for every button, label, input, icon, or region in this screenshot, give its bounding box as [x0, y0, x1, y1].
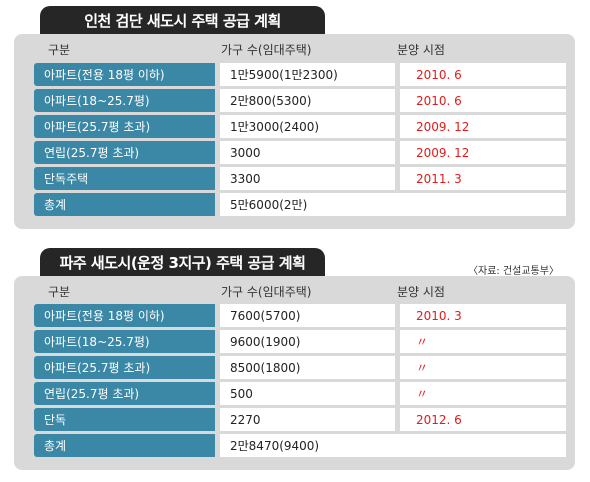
table-row: 아파트(전용 18평 이하) 1만5900(1만2300) 2010. 6: [34, 63, 566, 86]
row-label: 아파트(18~25.7평): [34, 89, 215, 112]
table2-panel: 구분 가구 수(임대주택) 분양 시점 아파트(전용 18평 이하) 7600(…: [14, 276, 575, 470]
sale-date: 〃: [400, 330, 566, 353]
sale-date: 2012. 6: [400, 408, 566, 431]
table-row: 아파트(18~25.7평) 9600(1900) 〃: [34, 330, 566, 353]
table-row: 단독주택 3300 2011. 3: [34, 167, 566, 190]
household-count: 3300: [220, 167, 395, 190]
source-note: 〈자료: 건설교통부〉: [468, 266, 559, 277]
row-label: 아파트(전용 18평 이하): [34, 63, 215, 86]
row-label: 연립(25.7평 초과): [34, 382, 215, 405]
table-row: 아파트(25.7평 초과) 1만3000(2400) 2009. 12: [34, 115, 566, 138]
row-label: 연립(25.7평 초과): [34, 141, 215, 164]
row-label: 단독: [34, 408, 215, 431]
table-row: 아파트(18~25.7평) 2만800(5300) 2010. 6: [34, 89, 566, 112]
table2-header-category: 구분: [48, 284, 71, 299]
row-label: 아파트(18~25.7평): [34, 330, 215, 353]
table1-header-households: 가구 수(임대주택): [221, 42, 312, 57]
sale-date: 2009. 12: [400, 141, 566, 164]
table-row: 연립(25.7평 초과) 500 〃: [34, 382, 566, 405]
sale-date: 2010. 6: [400, 89, 566, 112]
household-count: 2만800(5300): [220, 89, 395, 112]
sale-date: 〃: [400, 382, 566, 405]
sale-date: 2011. 3: [400, 167, 566, 190]
row-label: 아파트(25.7평 초과): [34, 356, 215, 379]
sale-date: 2010. 6: [400, 63, 566, 86]
total-count: 2만8470(9400): [220, 434, 566, 457]
table2-header-households: 가구 수(임대주택): [221, 284, 312, 299]
household-count: 500: [220, 382, 395, 405]
household-count: 1만3000(2400): [220, 115, 395, 138]
sale-date: 2009. 12: [400, 115, 566, 138]
sale-date: 〃: [400, 356, 566, 379]
total-row: 총계 2만8470(9400): [34, 434, 566, 457]
household-count: 9600(1900): [220, 330, 395, 353]
household-count: 1만5900(1만2300): [220, 63, 395, 86]
household-count: 2270: [220, 408, 395, 431]
table1-panel: 구분 가구 수(임대주택) 분양 시점 아파트(전용 18평 이하) 1만590…: [14, 34, 575, 229]
table1-header-category: 구분: [48, 42, 71, 57]
table-row: 연립(25.7평 초과) 3000 2009. 12: [34, 141, 566, 164]
row-label: 아파트(전용 18평 이하): [34, 304, 215, 327]
household-count: 8500(1800): [220, 356, 395, 379]
table-row: 아파트(전용 18평 이하) 7600(5700) 2010. 3: [34, 304, 566, 327]
table-row: 아파트(25.7평 초과) 8500(1800) 〃: [34, 356, 566, 379]
row-label: 단독주택: [34, 167, 215, 190]
table1-header-sale-date: 분양 시점: [397, 42, 445, 57]
table2-header-sale-date: 분양 시점: [397, 284, 445, 299]
table1-title: 인천 검단 새도시 주택 공급 계획: [40, 6, 325, 34]
table-row: 단독 2270 2012. 6: [34, 408, 566, 431]
row-label: 아파트(25.7평 초과): [34, 115, 215, 138]
total-count: 5만6000(2만): [220, 193, 566, 216]
total-label: 총계: [34, 193, 215, 216]
sale-date: 2010. 3: [400, 304, 566, 327]
household-count: 7600(5700): [220, 304, 395, 327]
total-label: 총계: [34, 434, 215, 457]
table2-title: 파주 새도시(운정 3지구) 주택 공급 계획: [40, 248, 325, 276]
household-count: 3000: [220, 141, 395, 164]
total-row: 총계 5만6000(2만): [34, 193, 566, 216]
